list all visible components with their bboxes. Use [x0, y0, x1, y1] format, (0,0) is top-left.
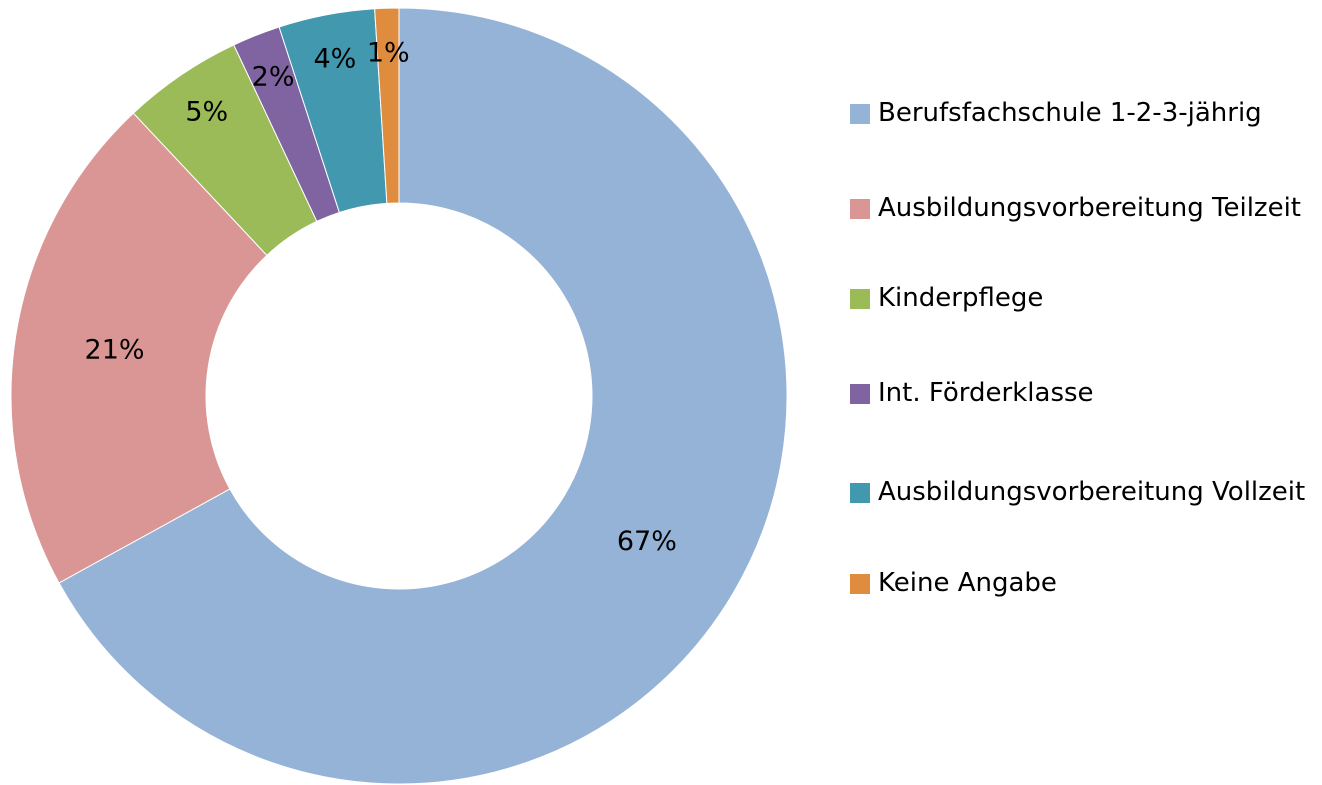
- legend-swatch: [850, 104, 870, 124]
- data-label: 1%: [367, 38, 410, 69]
- legend-swatch: [850, 483, 870, 503]
- legend-label: Berufsfachschule 1-2-3-jährig: [878, 98, 1262, 128]
- donut-segment: [374, 7, 400, 204]
- legend-swatch: [850, 289, 870, 309]
- legend-swatch: [850, 574, 870, 594]
- legend-label: Int. Förderklasse: [878, 378, 1094, 408]
- legend-label: Keine Angabe: [878, 568, 1057, 598]
- legend-swatch: [850, 384, 870, 404]
- data-label: 67%: [617, 526, 677, 557]
- legend-label: Ausbildungsvorbereitung Vollzeit: [878, 477, 1306, 507]
- legend-label: Kinderpflege: [878, 283, 1044, 313]
- legend-item: Keine Angabe: [850, 566, 1320, 601]
- donut-segment: [10, 112, 268, 584]
- legend-swatch: [850, 199, 870, 219]
- donut-segment: [58, 7, 788, 785]
- data-label: 5%: [185, 97, 228, 128]
- legend-item: Int. Förderklasse: [850, 376, 1320, 411]
- data-label: 2%: [252, 62, 295, 93]
- data-label: 21%: [85, 334, 145, 365]
- legend-item: Berufsfachschule 1-2-3-jährig: [850, 96, 1320, 131]
- legend-label: Ausbildungsvorbereitung Teilzeit: [878, 193, 1301, 223]
- data-label: 4%: [313, 44, 356, 75]
- donut-plot: 67% 21% 5% 2% 4% 1%: [10, 7, 788, 785]
- legend-item: Kinderpflege: [850, 281, 1320, 316]
- legend-item: Ausbildungsvorbereitung Vollzeit: [850, 475, 1320, 510]
- legend-item: Ausbildungsvorbereitung Teilzeit: [850, 191, 1320, 226]
